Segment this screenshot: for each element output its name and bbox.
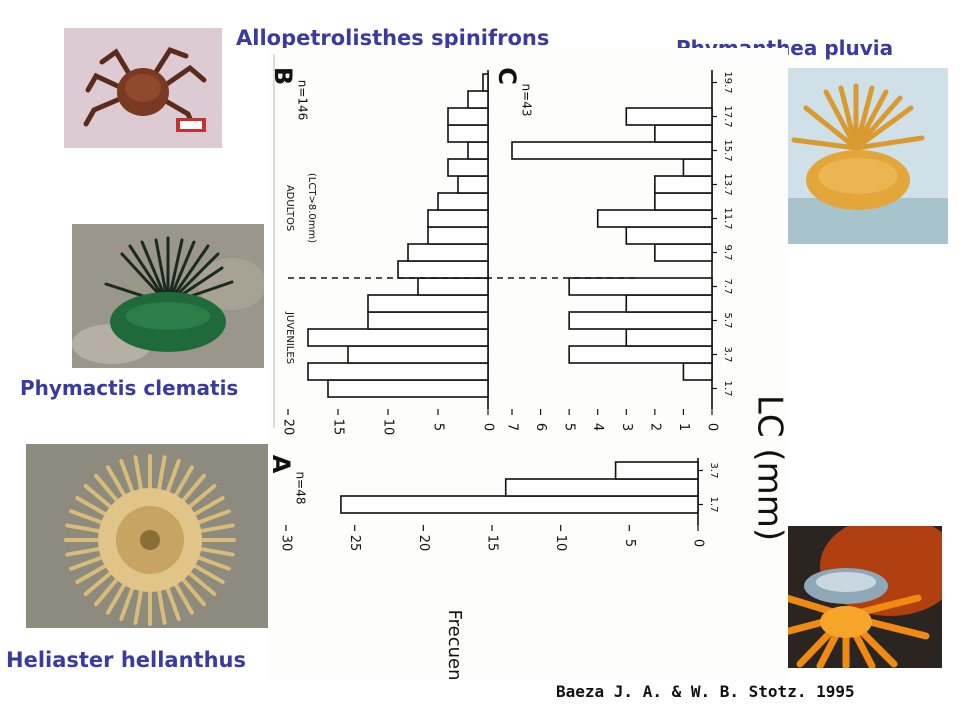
bar-A-2.7 — [504, 478, 699, 497]
bar-B-16.7 — [447, 124, 489, 143]
bar-C-10.7 — [625, 226, 713, 245]
panel-A-ytick-label: 30 — [279, 535, 294, 552]
panel-C-ytick-label: 0 — [705, 423, 720, 431]
bar-B-11.7 — [427, 209, 489, 228]
bar-B-4.7 — [307, 328, 489, 347]
panel-C-ytick-label: 6 — [533, 423, 548, 431]
panel-B-ytick-label: 0 — [481, 423, 496, 431]
adults-range-annotation: (LCT>8.0mm) — [306, 173, 317, 243]
bar-B-3.7 — [347, 345, 489, 364]
bar-A-1.7 — [340, 495, 699, 514]
panel-C-ytick-label: 3 — [619, 423, 634, 431]
bar-B-13.7 — [457, 175, 489, 194]
bar-B-5.7 — [367, 311, 489, 330]
bar-C-17.7 — [625, 107, 713, 126]
panel-B-letter: B — [269, 67, 297, 85]
panel-A-ytick-label: 0 — [691, 539, 706, 547]
panel-C-xtick-label: 1.7 — [722, 381, 733, 397]
panel-A-ytick-label: 5 — [622, 539, 637, 547]
bar-A-3.7 — [614, 461, 699, 480]
green-anemone-icon — [72, 224, 264, 368]
panel-C-ytick-label: 7 — [505, 423, 520, 431]
bar-C-4.7 — [625, 328, 713, 347]
bar-B-9.7 — [407, 243, 489, 262]
species-label-allopetrolisthes: Allopetrolisthes spinifrons — [236, 26, 550, 50]
panel-C-ytick-label: 4 — [590, 423, 605, 431]
panel-C-ytick-label: 1 — [676, 423, 691, 431]
bar-B-15.7 — [467, 141, 489, 160]
panel-A-ytick-label: 25 — [347, 535, 362, 552]
x-axis-title: LC (mm) — [750, 395, 789, 541]
bar-C-6.7 — [625, 294, 713, 313]
bar-B-8.7 — [397, 260, 489, 279]
bar-C-2.7 — [682, 362, 713, 381]
bar-B-1.7 — [327, 379, 489, 398]
orange-anemone-icon — [766, 83, 948, 244]
bar-C-5.7 — [568, 311, 713, 330]
bar-C-15.7 — [511, 141, 713, 160]
panel-C-xtick-label: 13.7 — [722, 173, 733, 195]
panel-C-xtick-label: 19.7 — [722, 71, 733, 93]
panel-C-xtick-label: 17.7 — [722, 105, 733, 127]
panel-C-xtick-label: 9.7 — [722, 245, 733, 261]
adults-annotation: ADULTOS — [284, 185, 295, 231]
bar-B-12.7 — [437, 192, 489, 211]
bar-B-14.7 — [447, 158, 489, 177]
sun-star-icon — [26, 444, 268, 628]
bar-B-17.7 — [447, 107, 489, 126]
panel-C-ytick-label: 2 — [647, 423, 662, 431]
bar-B-2.7 — [307, 362, 489, 381]
bar-C-7.7 — [568, 277, 713, 296]
bar-B-7.7 — [417, 277, 489, 296]
species-label-phymactis: Phymactis clematis — [20, 376, 239, 400]
bar-C-12.7 — [654, 192, 713, 211]
bar-C-9.7 — [654, 243, 713, 262]
panel-A-n-label: n=48 — [294, 472, 308, 505]
bar-C-11.7 — [596, 209, 713, 228]
juveniles-annotation: JUVENILES — [284, 311, 295, 364]
porcelain-crab-icon — [83, 46, 207, 132]
panel-B-ytick-label: 20 — [281, 419, 296, 436]
bar-B-10.7 — [427, 226, 489, 245]
bar-B-6.7 — [367, 294, 489, 313]
panel-A-xtick-label: 1.7 — [708, 497, 719, 513]
phymanthea-photo — [766, 68, 948, 244]
panel-A-letter: A — [268, 455, 295, 474]
panel-B-n-label: n=146 — [296, 80, 310, 121]
panel-C-xtick-label: 7.7 — [722, 279, 733, 295]
bar-C-16.7 — [654, 124, 713, 143]
panel-B-ytick-label: 10 — [381, 419, 396, 436]
heliaster-photo — [26, 444, 268, 628]
panel-A-ytick-label: 15 — [485, 535, 500, 552]
bar-C-13.7 — [654, 175, 713, 194]
panel-A-ytick-label: 20 — [416, 535, 431, 552]
panel-C-n-label: n=43 — [520, 84, 534, 117]
panel-B-ytick-label: 5 — [431, 423, 446, 431]
bar-C-14.7 — [682, 158, 713, 177]
panel-C-xtick-label: 5.7 — [722, 313, 733, 329]
phymactis-photo — [72, 224, 264, 368]
panel-C-xtick-label: 15.7 — [722, 139, 733, 161]
panel-C-xtick-label: 11.7 — [722, 207, 733, 229]
bar-B-19.7 — [482, 73, 489, 92]
species-label-heliaster: Heliaster hellanthus — [6, 648, 246, 672]
frequency-chart: 0 5 10 15 20 Bn=146 0 1 2 3 4 5 6 7 Cn=43 1.7 3.7 5.7 7.7 9… — [268, 54, 789, 680]
y-axis-title: Frecuencia — [444, 610, 465, 680]
panel-C-ytick-label: 5 — [562, 423, 577, 431]
panel-C-letter: C — [493, 67, 521, 85]
bar-C-3.7 — [568, 345, 713, 364]
citation: Baeza J. A. & W. B. Stotz. 1995 — [556, 682, 855, 701]
bar-B-18.7 — [467, 90, 489, 109]
crab-photo — [64, 28, 222, 148]
panel-B-ytick-label: 15 — [331, 419, 346, 436]
panel-A-ytick-label: 10 — [553, 535, 568, 552]
panel-A-xtick-label: 3.7 — [708, 463, 719, 479]
panel-C-xtick-label: 3.7 — [722, 347, 733, 363]
